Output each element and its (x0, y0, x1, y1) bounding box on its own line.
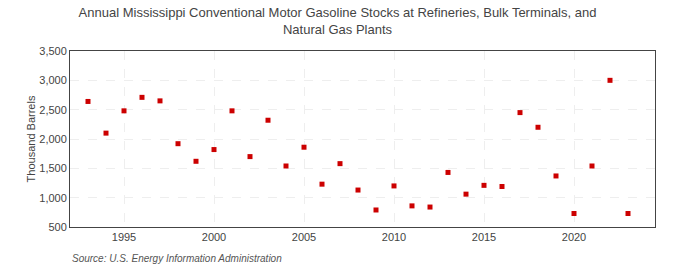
svg-text:1,000: 1,000 (39, 192, 67, 204)
svg-text:2015: 2015 (472, 231, 496, 243)
svg-text:2020: 2020 (562, 231, 586, 243)
svg-text:Source: U.S. Energy Informatio: Source: U.S. Energy Information Administ… (72, 253, 282, 264)
svg-text:500: 500 (48, 221, 66, 233)
svg-text:1995: 1995 (112, 231, 136, 243)
svg-text:2000: 2000 (202, 231, 226, 243)
svg-text:2010: 2010 (382, 231, 406, 243)
svg-text:Thousand Barrels: Thousand Barrels (25, 95, 37, 182)
svg-text:3,500: 3,500 (39, 45, 67, 57)
svg-text:2,000: 2,000 (39, 133, 67, 145)
svg-text:1,500: 1,500 (39, 162, 67, 174)
svg-text:3,000: 3,000 (39, 74, 67, 86)
svg-text:2,500: 2,500 (39, 104, 67, 116)
svg-text:2005: 2005 (292, 231, 316, 243)
svg-text:Annual Mississippi Conventiona: Annual Mississippi Conventional Motor Ga… (79, 5, 597, 37)
